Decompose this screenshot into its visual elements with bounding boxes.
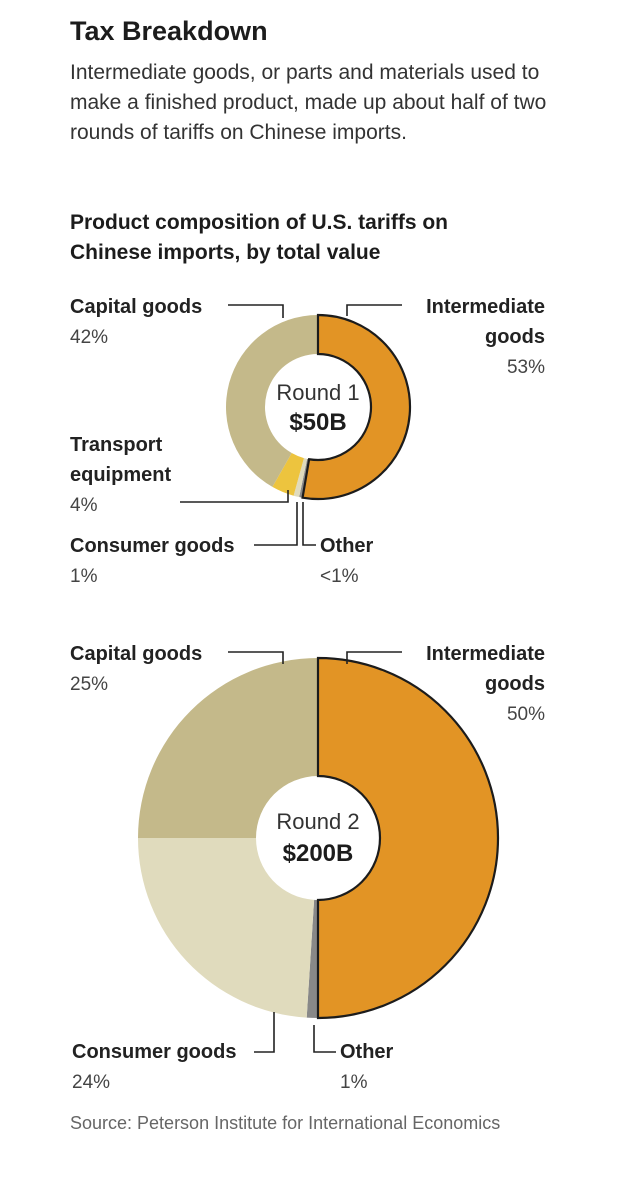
chart1-label-intermediate-goods-line-2: goods <box>485 326 545 348</box>
chart1-label-intermediate-goods-value: 53% <box>507 357 545 378</box>
chart2-label-consumer-goods-value: 24% <box>72 1072 110 1093</box>
chart1-label-other-value: <1% <box>320 566 359 587</box>
chart1-slice-capital-goods <box>225 315 318 487</box>
chart2-label-other-value: 1% <box>340 1072 368 1093</box>
chart2-leader-capital-goods <box>228 651 284 664</box>
chart1-slice-intermediate-goods <box>302 315 410 499</box>
chart2-label-intermediate-goods-value: 50% <box>507 704 545 725</box>
chart1-label-capital-goods-line-1: Capital goods <box>70 296 202 318</box>
chart1-slice-consumer-goods <box>293 458 308 498</box>
chart2-label-capital-goods-line-1: Capital goods <box>70 643 202 665</box>
chart2-label-consumer-goods-line-1: Consumer goods <box>72 1041 236 1063</box>
chart1-leader-transport-equipment <box>180 490 289 503</box>
chart2-label-capital-goods-value: 25% <box>70 674 108 695</box>
chart2-slice-intermediate-goods <box>318 658 498 1018</box>
chart2-label-intermediate-goods-line-1: Intermediate <box>426 643 545 665</box>
chart2-slice-outline <box>316 656 500 1020</box>
chart2-round-label: Round 2 <box>276 809 359 834</box>
chart2-leader-other <box>313 1025 336 1053</box>
chart1-label-transport-equipment-value: 4% <box>70 495 98 516</box>
chart1-label-consumer-goods-value: 1% <box>70 566 98 587</box>
chart1-round-label: Round 1 <box>276 380 359 405</box>
chart1-leader-capital-goods <box>228 304 284 318</box>
chart-subtitle: Intermediate goods, or parts and materia… <box>70 61 547 144</box>
chart2-label-other-line-1: Other <box>340 1041 394 1063</box>
chart1-label-intermediate-goods-line-1: Intermediate <box>426 296 545 318</box>
chart-heading: Product composition of U.S. tariffs on C… <box>70 211 448 264</box>
chart-title: Tax Breakdown <box>70 16 268 46</box>
chart2-leader-consumer-goods <box>254 1012 275 1053</box>
chart1-label-consumer-goods-line-1: Consumer goods <box>70 535 234 557</box>
chart1-label-capital-goods-value: 42% <box>70 327 108 348</box>
chart2-slice-consumer-goods <box>138 838 315 1018</box>
chart2-leader-intermediate-goods <box>346 651 402 664</box>
source-note: Source: Peterson Institute for Internati… <box>70 1113 501 1133</box>
chart1-leader-intermediate-goods <box>346 304 402 316</box>
chart1-label-other-line-1: Other <box>320 535 374 557</box>
chart2-total-label: $200B <box>283 840 354 867</box>
chart1-slice-outline <box>301 313 412 501</box>
chart2-label-intermediate-goods-line-2: goods <box>485 673 545 695</box>
chart2-slice-capital-goods <box>138 658 318 838</box>
chart1-total-label: $50B <box>289 409 346 436</box>
chart1-leader-consumer-goods <box>254 502 298 546</box>
chart1-leader-other <box>302 502 316 546</box>
chart2-slice-other <box>306 899 318 1018</box>
chart1-label-transport-equipment-line-1: Transport <box>70 434 163 456</box>
chart1-label-transport-equipment-line-2: equipment <box>70 464 171 486</box>
chart1-slice-transport-equipment <box>272 453 304 496</box>
